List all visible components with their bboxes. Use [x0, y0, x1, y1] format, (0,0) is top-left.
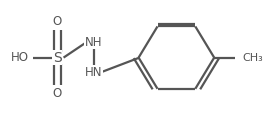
Text: HO: HO — [11, 51, 29, 64]
Text: NH: NH — [85, 36, 102, 48]
Text: O: O — [53, 87, 62, 100]
Text: HN: HN — [85, 66, 102, 78]
Text: O: O — [53, 15, 62, 28]
Text: CH₃: CH₃ — [242, 53, 263, 63]
Text: S: S — [53, 51, 62, 65]
